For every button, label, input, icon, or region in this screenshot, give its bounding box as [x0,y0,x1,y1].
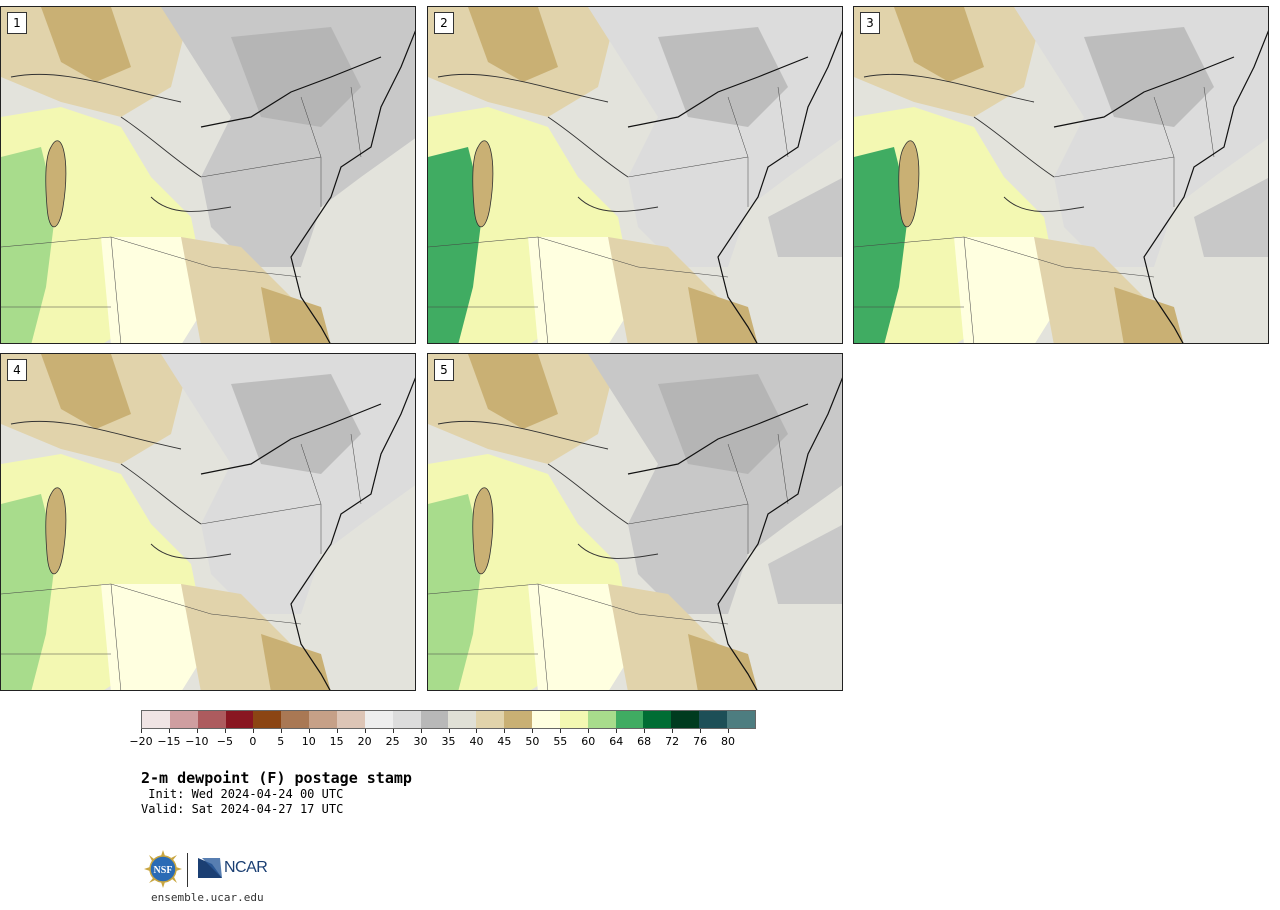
colorbar-swatch [587,711,616,728]
colorbar-swatch [253,711,282,728]
colorbar-tick-label: 64 [609,735,624,748]
colorbar-tick [448,729,450,733]
colorbar-tick [308,729,310,733]
colorbar-swatch [364,711,393,728]
dewpoint-map-3 [854,7,1268,343]
colorbar-tick-label: 72 [665,735,680,748]
nsf-logo-text: NSF [154,865,173,876]
dewpoint-map-5 [428,354,842,690]
map-panel-3: 3 [853,6,1269,344]
panel-label: 2 [434,12,454,34]
panel-label: 3 [860,12,880,34]
colorbar-tick-label: 50 [525,735,540,748]
colorbar-swatch [142,711,170,728]
colorbar-swatch [448,711,477,728]
colorbar-tick-label: 0 [249,735,257,748]
nsf-logo: NSF [144,850,182,888]
colorbar-tick-label: −20 [129,735,153,748]
colorbar-tick-label: 35 [441,735,456,748]
website-url: ensemble.ucar.edu [151,891,264,904]
map-panel-2: 2 [427,6,843,344]
colorbar-tick-label: −5 [216,735,233,748]
colorbar-swatch [671,711,700,728]
colorbar-tick [532,729,534,733]
colorbar-tick-label: 45 [497,735,512,748]
colorbar-tick [392,729,394,733]
colorbar-swatch [281,711,310,728]
colorbar-swatch [643,711,672,728]
ncar-logo-text: NCAR [224,859,268,876]
colorbar-swatch [169,711,198,728]
valid-time: Valid: Sat 2024-04-27 17 UTC [141,802,344,816]
colorbar-tick [364,729,366,733]
colorbar-tick [672,729,674,733]
panel-label: 4 [7,359,27,381]
colorbar-swatch [197,711,226,728]
colorbar-tick [420,729,422,733]
colorbar-tick [504,729,506,733]
colorbar-tick [476,729,478,733]
colorbar-swatch [504,711,533,728]
colorbar-tick [141,729,142,733]
colorbar-tick [616,729,618,733]
ncar-logo [198,858,222,878]
panel-label: 5 [434,359,454,381]
colorbar-tick [336,729,338,733]
colorbar-swatch [337,711,365,728]
colorbar-tick-label: 40 [469,735,484,748]
colorbar-tick-label: 30 [413,735,428,748]
colorbar-swatch [559,711,588,728]
colorbar-swatch [392,711,421,728]
map-panel-1: 1 [0,6,416,344]
colorbar-tick [224,729,226,733]
dewpoint-map-1 [1,7,415,343]
init-time: Init: Wed 2024-04-24 00 UTC [141,787,344,801]
colorbar-tick-label: 25 [385,735,400,748]
colorbar-tick-label: 55 [553,735,568,748]
colorbar-ticks: −20 −15 −10 −5 0 5 10 15 20 25 30 35 40 45 50 55 60 64 68 7… [129,729,756,749]
colorbar-tick [560,729,562,733]
colorbar-swatch [699,711,728,728]
colorbar-swatch [727,711,755,728]
logos: NSF NCAR [144,850,284,890]
colorbar-tick-label: −15 [157,735,181,748]
colorbar-tick-label: 60 [581,735,596,748]
colorbar-swatch [615,711,644,728]
colorbar-tick-label: 76 [693,735,708,748]
colorbar-swatch [420,711,449,728]
colorbar-tick-label: −10 [185,735,209,748]
colorbar-tick [588,729,590,733]
colorbar-swatch [225,711,254,728]
colorbar-tick [252,729,254,733]
colorbar-tick-label: 20 [357,735,372,748]
dewpoint-map-4 [1,354,415,690]
colorbar-tick-label: 10 [301,735,316,748]
chart-title: 2-m dewpoint (F) postage stamp [141,769,412,787]
map-panel-5: 5 [427,353,843,691]
colorbar-tick [280,729,282,733]
colorbar-tick [168,729,170,733]
colorbar-tick-label: 15 [329,735,344,748]
colorbar-tick [700,729,702,733]
panel-label: 1 [7,12,27,34]
dewpoint-map-2 [428,7,842,343]
map-panel-4: 4 [0,353,416,691]
colorbar-tick [644,729,646,733]
dewpoint-colorbar [141,710,756,729]
colorbar-tick-label: 68 [637,735,652,748]
colorbar-swatch [309,711,338,728]
colorbar-tick-label: 5 [277,735,285,748]
colorbar-swatch [476,711,505,728]
colorbar-tick [728,729,730,733]
logo-divider [187,853,188,887]
colorbar-tick [196,729,198,733]
colorbar-tick-label: 80 [721,735,736,748]
colorbar-swatch [532,711,560,728]
